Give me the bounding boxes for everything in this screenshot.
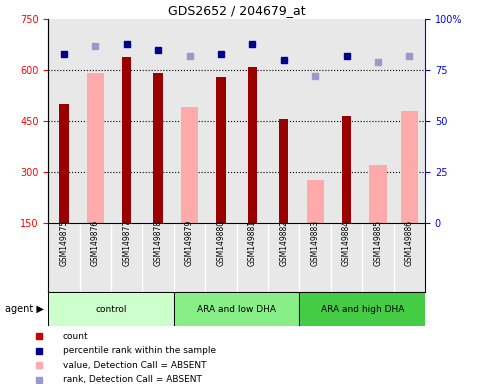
Text: rank, Detection Call = ABSENT: rank, Detection Call = ABSENT: [63, 375, 202, 384]
Bar: [122, 56, 131, 223]
Text: ARA and low DHA: ARA and low DHA: [197, 305, 276, 314]
Text: percentile rank within the sample: percentile rank within the sample: [63, 346, 216, 355]
Bar: [369, 165, 386, 223]
Bar: [59, 104, 69, 223]
Bar: [48, 292, 174, 326]
Text: value, Detection Call = ABSENT: value, Detection Call = ABSENT: [63, 361, 206, 370]
Bar: [401, 111, 418, 223]
Bar: [342, 116, 351, 223]
Bar: [216, 77, 226, 223]
Bar: [307, 180, 324, 223]
Bar: [154, 73, 163, 223]
Bar: [87, 73, 104, 223]
Bar: [248, 67, 257, 223]
Bar: [174, 292, 299, 326]
Title: GDS2652 / 204679_at: GDS2652 / 204679_at: [168, 3, 305, 17]
Text: agent ▶: agent ▶: [5, 304, 43, 314]
Bar: [181, 108, 198, 223]
Bar: [174, 292, 299, 326]
Text: control: control: [95, 305, 127, 314]
Bar: [299, 292, 425, 326]
Bar: [299, 292, 425, 326]
Text: count: count: [63, 332, 88, 341]
Text: ARA and high DHA: ARA and high DHA: [321, 305, 404, 314]
Bar: [279, 119, 288, 223]
Bar: [48, 292, 174, 326]
